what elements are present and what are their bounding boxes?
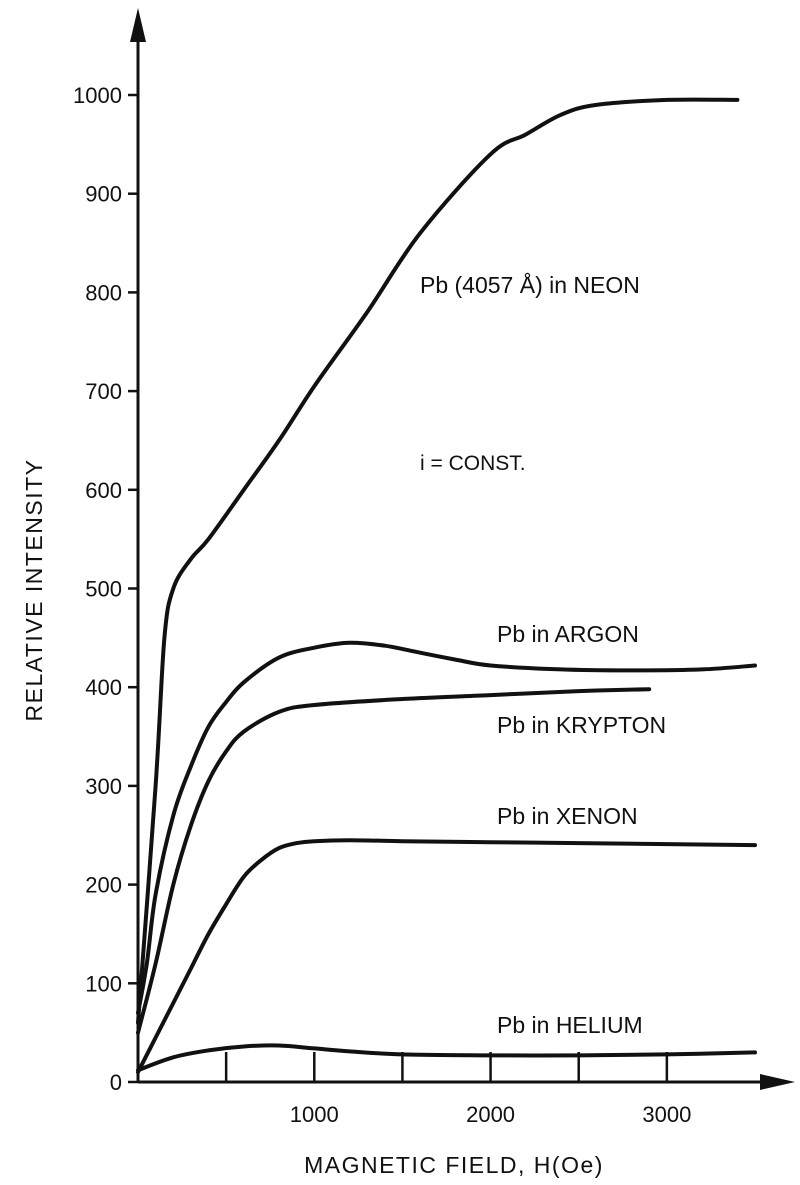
y-axis-arrowhead bbox=[130, 8, 146, 42]
series-line-helium bbox=[136, 1043, 757, 1073]
series-label-krypton: Pb in KRYPTON bbox=[497, 712, 666, 738]
curve-labels: Pb (4057 Å) in NEON Pb in ARGON Pb in KR… bbox=[21, 271, 666, 1178]
y-tick-label: 800 bbox=[85, 280, 122, 305]
x-tick-label: 1000 bbox=[290, 1102, 339, 1127]
series-label-argon: Pb in ARGON bbox=[497, 621, 639, 647]
y-tick-label: 600 bbox=[85, 478, 122, 503]
series-line-neon bbox=[136, 97, 740, 1025]
y-tick-label: 500 bbox=[85, 577, 122, 602]
series-line-krypton bbox=[136, 687, 652, 1035]
x-tick-label: 3000 bbox=[642, 1102, 691, 1127]
series-label-neon: Pb (4057 Å) in NEON bbox=[420, 271, 640, 298]
annotation-constant-current: i = CONST. bbox=[420, 452, 526, 475]
y-tick-label: 0 bbox=[110, 1070, 122, 1095]
y-tick-label: 400 bbox=[85, 675, 122, 700]
axes: 0 100 200 300 400 500 600 700 800 900 1000 1000 2000… bbox=[73, 8, 795, 1127]
x-axis-arrowhead bbox=[760, 1074, 795, 1090]
series-line-argon bbox=[136, 640, 757, 1015]
y-tick-label: 200 bbox=[85, 873, 122, 898]
y-tick-label: 100 bbox=[85, 971, 122, 996]
series-label-helium: Pb in HELIUM bbox=[497, 1012, 643, 1038]
series-line-xenon bbox=[136, 838, 757, 1075]
y-tick-label: 300 bbox=[85, 774, 122, 799]
y-tick-label: 900 bbox=[85, 182, 122, 207]
y-axis-title: RELATIVE INTENSITY bbox=[21, 458, 47, 721]
y-tick-label: 1000 bbox=[73, 83, 122, 108]
y-tick-label: 700 bbox=[85, 379, 122, 404]
series-label-xenon: Pb in XENON bbox=[497, 803, 638, 829]
curves bbox=[136, 97, 757, 1075]
x-tick-label: 2000 bbox=[466, 1102, 515, 1127]
x-axis-title: MAGNETIC FIELD, H(Oe) bbox=[304, 1152, 604, 1178]
